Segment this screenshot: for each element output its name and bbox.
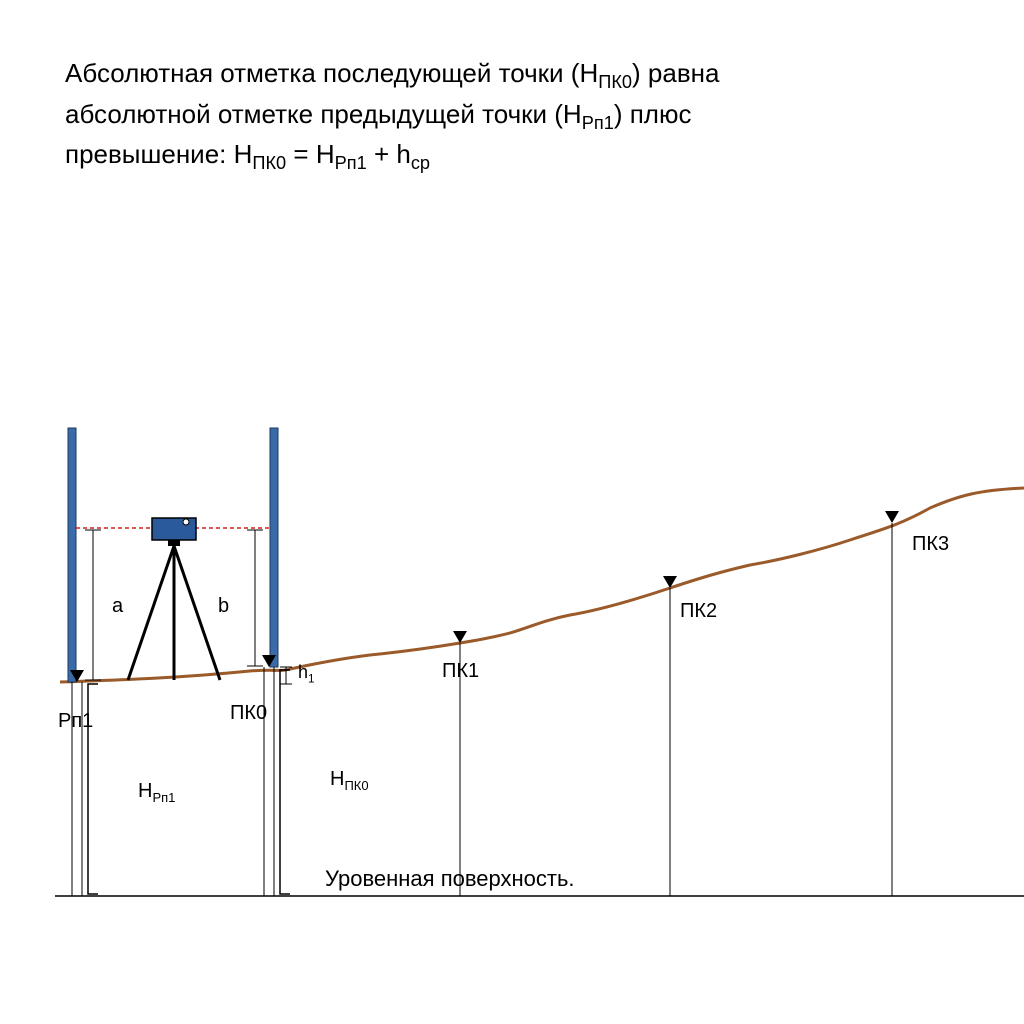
label-pk3: ПК3 <box>912 533 949 556</box>
rod-right <box>270 428 278 667</box>
label-baseline: Уровенная поверхность. <box>325 866 575 892</box>
label-h-rp1: НРп1 <box>138 780 175 805</box>
level-instrument <box>128 518 220 680</box>
bracket-a <box>85 530 101 680</box>
label-b: b <box>218 595 229 618</box>
label-a: a <box>112 595 123 618</box>
label-rp1: Рп1 <box>58 710 93 733</box>
bracket-b <box>247 530 263 666</box>
label-h-pk0: НПК0 <box>330 768 369 793</box>
bracket-h-pk0 <box>280 670 290 894</box>
label-pk2: ПК2 <box>680 600 717 623</box>
rod-left <box>68 428 76 682</box>
label-pk1: ПК1 <box>442 660 479 683</box>
label-pk0: ПК0 <box>230 702 267 725</box>
label-h1: h1 <box>298 662 315 686</box>
vertical-lines <box>72 523 892 896</box>
terrain-curve <box>60 488 1024 682</box>
